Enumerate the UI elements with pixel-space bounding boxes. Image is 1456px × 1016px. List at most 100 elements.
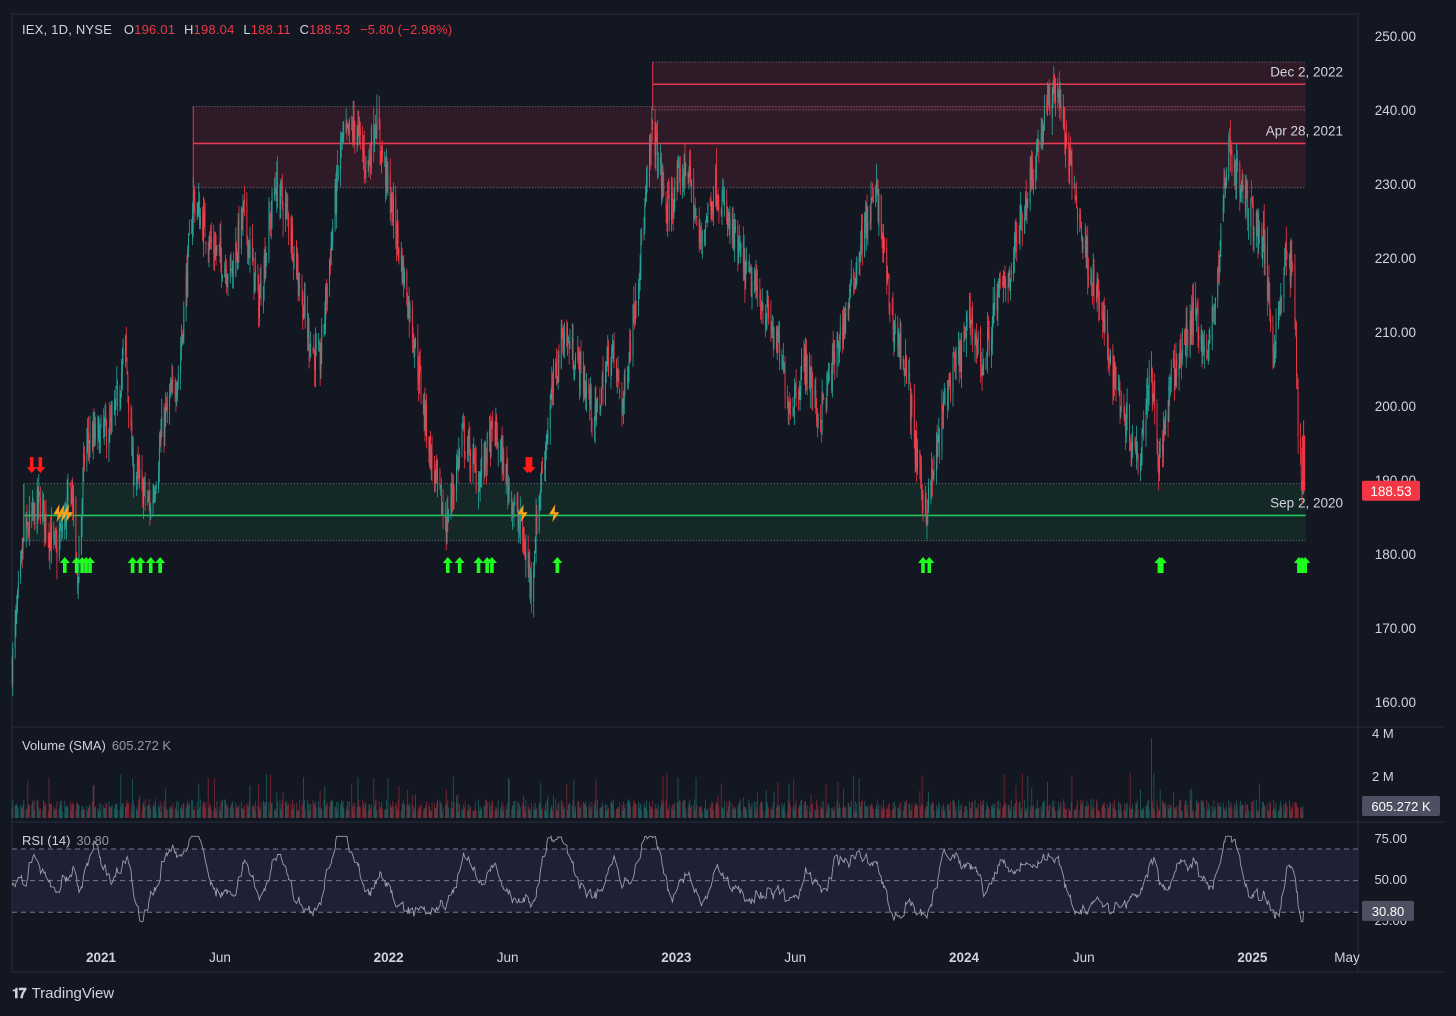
volume-bar xyxy=(502,811,504,818)
candle-body xyxy=(772,325,774,342)
volume-bar xyxy=(1165,806,1167,818)
candle-body xyxy=(142,479,144,508)
volume-bar xyxy=(1187,804,1189,818)
volume-bar xyxy=(1259,783,1260,818)
candle-body xyxy=(423,401,425,416)
candle-body xyxy=(634,315,636,321)
candle-body xyxy=(638,278,640,282)
volume-bar xyxy=(1236,800,1238,818)
candle-body xyxy=(165,406,167,415)
candle-body xyxy=(1281,297,1283,300)
volume-bar xyxy=(560,800,562,818)
candle-body xyxy=(524,553,526,559)
candle-body xyxy=(876,179,877,193)
volume-bar xyxy=(760,801,762,818)
candle-body xyxy=(447,505,449,525)
volume-bar xyxy=(183,803,185,818)
volume-bar xyxy=(352,802,354,818)
candle-body xyxy=(650,134,652,151)
candle-body xyxy=(649,143,650,177)
candle-body xyxy=(883,239,885,253)
volume-bar xyxy=(506,809,508,818)
volume-bar xyxy=(166,809,168,818)
volume-bar xyxy=(513,801,515,818)
volume-bar xyxy=(392,800,394,818)
volume-bar xyxy=(215,811,217,818)
candle-body xyxy=(415,337,416,347)
volume-pane-label[interactable]: Volume (SMA) 605.272 K xyxy=(22,738,171,753)
volume-bar xyxy=(805,810,807,818)
candle-body xyxy=(793,408,795,411)
volume-bar xyxy=(720,783,722,818)
volume-bar xyxy=(1209,805,1211,818)
candle-body xyxy=(89,432,91,444)
candle-body xyxy=(82,474,84,500)
candle-body xyxy=(1074,187,1076,199)
volume-bar xyxy=(379,806,381,818)
volume-bar xyxy=(963,811,965,818)
candle-body xyxy=(136,476,137,481)
candle-body xyxy=(893,324,895,342)
candle-body xyxy=(882,232,884,253)
symbol-label[interactable]: IEX, 1D, NYSE xyxy=(22,22,113,37)
candle-body xyxy=(849,288,851,300)
volume-bar xyxy=(497,800,499,818)
volume-bar xyxy=(1099,811,1100,818)
candle-body xyxy=(839,342,840,356)
volume-bar xyxy=(555,799,557,818)
candle-body xyxy=(870,197,872,223)
volume-bar xyxy=(103,807,105,818)
candle-body xyxy=(1104,319,1106,332)
candle-body xyxy=(545,445,546,470)
candle-body xyxy=(1297,386,1299,437)
volume-indicator-value: 605.272 K xyxy=(111,738,172,753)
candle-body xyxy=(110,417,112,427)
candle-body xyxy=(671,192,673,220)
candle-body xyxy=(939,429,940,454)
volume-bar xyxy=(1233,805,1235,818)
volume-bar xyxy=(1121,811,1123,818)
candle-body xyxy=(180,342,182,350)
candle-body xyxy=(265,257,267,278)
candle-body xyxy=(535,513,537,555)
volume-bar xyxy=(1245,811,1247,818)
candle-body xyxy=(1251,197,1253,207)
candle-body xyxy=(281,180,282,188)
candle-body xyxy=(345,123,347,130)
rsi-pane-label[interactable]: RSI (14) 30.80 xyxy=(22,833,109,848)
candle-body xyxy=(1131,444,1133,453)
candle-body xyxy=(854,286,856,289)
candle-body xyxy=(105,412,107,425)
volume-bar xyxy=(496,811,498,818)
candle-body xyxy=(646,179,648,181)
volume-bar xyxy=(1273,800,1275,818)
candle-body xyxy=(875,187,877,199)
volume-bar xyxy=(772,801,774,818)
candle-body xyxy=(1136,444,1138,459)
candle-body xyxy=(613,341,615,359)
volume-bar xyxy=(108,801,110,818)
volume-bar xyxy=(690,807,691,818)
candle-body xyxy=(199,215,201,226)
candle-body xyxy=(478,486,480,492)
candle-body xyxy=(567,337,569,342)
candle-body xyxy=(1040,134,1042,148)
volume-bar xyxy=(84,809,85,818)
volume-bar xyxy=(949,809,951,818)
candle-body xyxy=(39,492,41,493)
volume-bar xyxy=(903,805,905,818)
candle-body xyxy=(1059,99,1061,106)
tradingview-branding[interactable]: 𝟏𝟕 TradingView xyxy=(12,985,114,1002)
candle-body xyxy=(374,128,376,132)
candle-body xyxy=(705,225,706,231)
candle-body xyxy=(108,439,110,451)
volume-bar xyxy=(1195,799,1197,818)
candle-body xyxy=(254,272,256,293)
candle-body xyxy=(136,463,138,475)
candle-body xyxy=(1274,348,1276,352)
volume-bar xyxy=(778,806,780,818)
volume-bar xyxy=(1154,811,1156,818)
volume-bar xyxy=(1092,799,1094,818)
volume-bar xyxy=(798,808,799,818)
